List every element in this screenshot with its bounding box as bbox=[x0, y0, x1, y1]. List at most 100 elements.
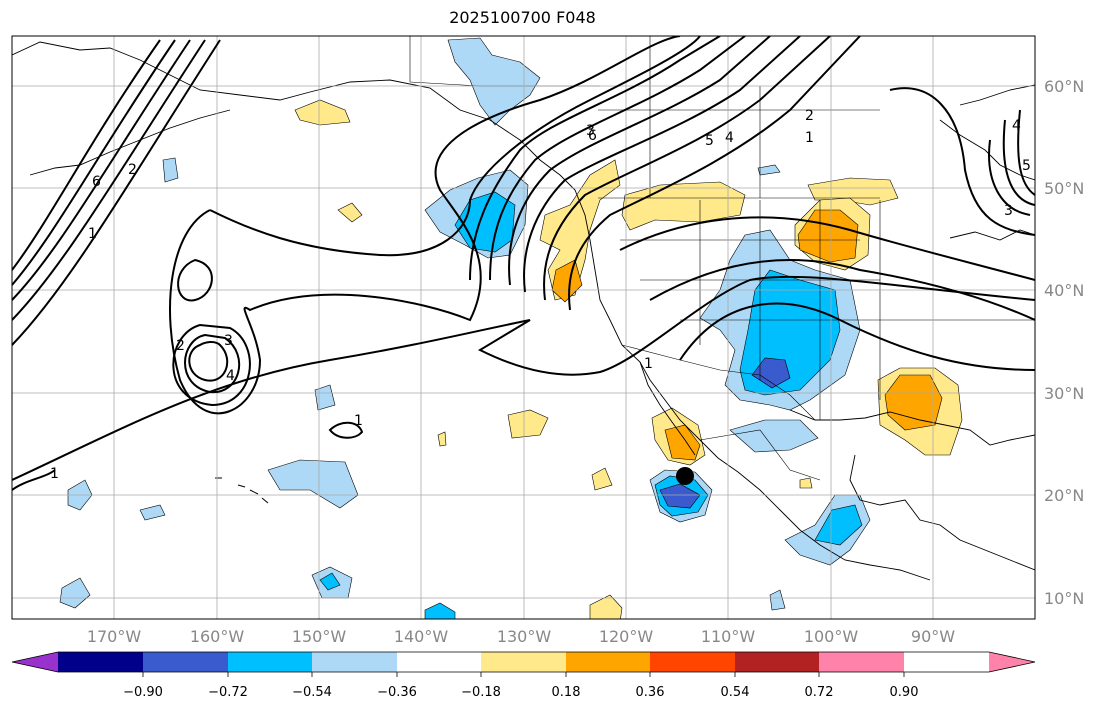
fill-small-blue-8 bbox=[757, 164, 781, 176]
contour-ridge-2 bbox=[489, 36, 746, 281]
colorbar-ticks bbox=[142, 672, 905, 677]
fill-coast-orange bbox=[551, 259, 583, 303]
contour-label: 2 bbox=[805, 108, 814, 124]
lon-label: 140°W bbox=[394, 627, 449, 646]
mexico-states bbox=[699, 429, 821, 481]
west-coast bbox=[589, 239, 931, 581]
fill-small-blue-7 bbox=[162, 157, 179, 183]
fill-texas-blue bbox=[729, 419, 819, 453]
contour-small-2 bbox=[12, 469, 56, 491]
colorbar-tick-label: −0.36 bbox=[377, 685, 417, 700]
borders bbox=[409, 36, 1035, 481]
contour-low-4 bbox=[172, 323, 251, 407]
colorbar-tick-label: −0.18 bbox=[461, 685, 501, 700]
lat-label: 30°N bbox=[1044, 384, 1084, 403]
gulf-coast bbox=[849, 454, 1035, 571]
lat-label: 60°N bbox=[1044, 77, 1084, 96]
lat-label: 50°N bbox=[1044, 179, 1084, 198]
lon-label: 100°W bbox=[804, 627, 859, 646]
contour-label: 1 bbox=[88, 226, 97, 242]
lon-label: 170°W bbox=[87, 627, 142, 646]
colorbar-max-triangle bbox=[989, 652, 1035, 672]
colorbar-segment bbox=[481, 652, 566, 672]
contour-ridge-5 bbox=[543, 36, 831, 301]
longitude-labels: 170°W 160°W 150°W 140°W 130°W 120°W 110°… bbox=[87, 627, 955, 646]
contour-east-3 bbox=[679, 302, 1035, 371]
contour-label: 1 bbox=[644, 356, 653, 372]
contour-ridge-6 bbox=[568, 36, 861, 311]
contour-small-1 bbox=[328, 421, 364, 439]
contour-west-2 bbox=[12, 39, 176, 286]
lat-label: 10°N bbox=[1044, 589, 1084, 608]
contour-label: 3 bbox=[224, 333, 233, 349]
fill-small-yellow-7 bbox=[799, 477, 813, 489]
fill-coast-yellow bbox=[539, 159, 621, 301]
contour-east-6 bbox=[1002, 119, 1035, 206]
contour-east-5 bbox=[988, 139, 1031, 216]
fill-gulf-orange bbox=[884, 374, 943, 431]
fill-small-yellow-2 bbox=[337, 202, 363, 223]
colorbar-tick-label: 0.36 bbox=[636, 685, 665, 700]
contour-label: 5 bbox=[705, 133, 714, 149]
contour-main-3 bbox=[209, 36, 701, 257]
us-mexico-border bbox=[621, 344, 816, 421]
contour-east-1 bbox=[619, 216, 1035, 281]
hawaii-islands bbox=[215, 477, 269, 504]
lon-label: 160°W bbox=[190, 627, 245, 646]
fill-small-yellow-5 bbox=[589, 594, 623, 619]
colorbar-segment bbox=[819, 652, 904, 672]
contour-label: 1 bbox=[805, 130, 814, 146]
colorbar-tick-label: −0.54 bbox=[292, 685, 332, 700]
fill-gulf-alaska-blue bbox=[447, 37, 541, 126]
lon-label: 120°W bbox=[599, 627, 654, 646]
contour-label: 2 bbox=[176, 338, 185, 354]
contour-main-2 bbox=[169, 36, 681, 415]
aleutians bbox=[29, 109, 231, 176]
contour-lines bbox=[12, 36, 1035, 491]
alaska-coast bbox=[12, 41, 591, 241]
colorbar: −0.90 −0.72 −0.54 −0.36 −0.18 0.18 0.36 … bbox=[11, 651, 1036, 700]
map-title: 2025100700 F048 bbox=[449, 8, 596, 27]
contour-label: 1 bbox=[354, 413, 363, 429]
contour-label: 4 bbox=[226, 368, 235, 384]
colorbar-tick-label: 0.72 bbox=[805, 685, 834, 700]
fill-small-yellow-4 bbox=[591, 467, 613, 491]
latitude-labels: 60°N 50°N 40°N 30°N 20°N 10°N bbox=[1044, 77, 1084, 608]
graticule bbox=[12, 36, 1035, 619]
great-lakes bbox=[949, 229, 1035, 241]
contour-label: 6 bbox=[92, 174, 101, 190]
contour-label: 5 bbox=[1022, 158, 1031, 174]
fill-small-blue-2 bbox=[139, 504, 166, 521]
contour-label: 4 bbox=[725, 130, 734, 146]
colorbar-tick-label: −0.90 bbox=[123, 685, 163, 700]
colorbar-tick-label: 0.90 bbox=[890, 685, 919, 700]
fill-small-yellow-6 bbox=[437, 431, 447, 447]
colorbar-segment bbox=[650, 652, 735, 672]
contour-low-1 bbox=[177, 258, 213, 302]
colorbar-segment bbox=[397, 652, 481, 672]
contour-low-2 bbox=[188, 341, 229, 382]
contour-label: 2 bbox=[128, 162, 137, 178]
fill-mexico-blue-core bbox=[814, 504, 863, 546]
colorbar-tick-label: −0.72 bbox=[208, 685, 248, 700]
colorbar-segment bbox=[143, 652, 228, 672]
colorbar-segment bbox=[904, 652, 989, 672]
colorbar-segment bbox=[566, 652, 650, 672]
contour-low-3 bbox=[184, 333, 241, 394]
contour-ridge-3 bbox=[508, 36, 771, 286]
fill-baja-orange bbox=[664, 424, 701, 461]
storm-center-marker bbox=[676, 467, 694, 485]
lon-label: 90°W bbox=[911, 627, 955, 646]
colorbar-segment bbox=[228, 652, 312, 672]
hudson bbox=[959, 84, 1035, 106]
contour-label: 3 bbox=[586, 123, 595, 139]
colorbar-outline bbox=[11, 651, 1036, 673]
colorbar-segment bbox=[312, 652, 397, 672]
fill-cyclone-darkblue bbox=[659, 483, 701, 509]
contour-ridge-1 bbox=[469, 36, 721, 281]
contour-west-3 bbox=[12, 39, 191, 301]
contour-west-1 bbox=[12, 39, 161, 271]
gulf-north bbox=[789, 409, 1035, 446]
contour-east-7 bbox=[1017, 109, 1035, 196]
